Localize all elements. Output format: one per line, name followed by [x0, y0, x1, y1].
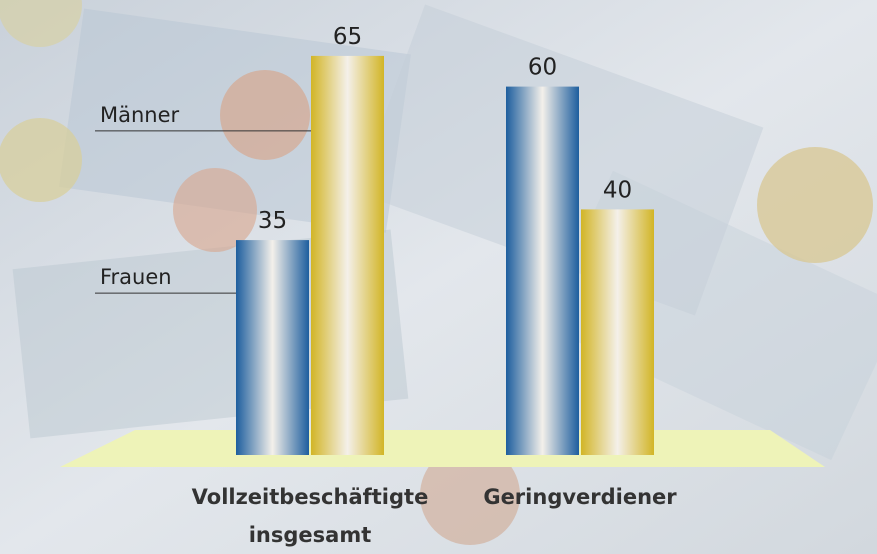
value-label: 60 — [528, 55, 557, 81]
category-label: Geringverdiener — [445, 478, 715, 516]
series-label: Frauen — [100, 265, 172, 289]
bar — [236, 240, 309, 455]
series-label: Männer — [100, 103, 180, 127]
chart: 35 65 60 40 Frauen Männer — [0, 0, 877, 554]
value-label: 40 — [603, 177, 632, 203]
platform — [60, 430, 825, 467]
bar — [581, 209, 654, 455]
bar — [506, 87, 579, 455]
value-label: 65 — [333, 24, 362, 50]
bar — [311, 56, 384, 455]
value-label: 35 — [258, 208, 287, 234]
category-label: Vollzeitbeschäftigte insgesamt — [175, 478, 445, 554]
page: 35 65 60 40 Frauen Männer Vollzeitbeschäftigt… — [0, 0, 877, 554]
